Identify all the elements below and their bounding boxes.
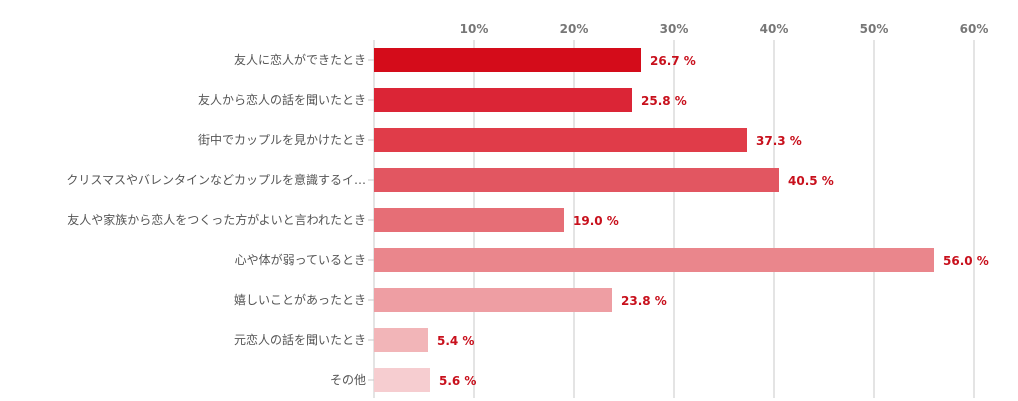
- x-tick-label: 40%: [760, 22, 789, 36]
- bar: [374, 88, 632, 112]
- bar: [374, 248, 934, 272]
- category-label: 友人に恋人ができたとき: [234, 52, 366, 67]
- x-tick-label: 30%: [660, 22, 689, 36]
- data-label: 25.8 %: [641, 94, 687, 108]
- category-label: その他: [330, 373, 366, 387]
- category-label: 友人や家族から恋人をつくった方がよいと言われたとき: [67, 212, 366, 227]
- data-label: 26.7 %: [650, 54, 696, 68]
- data-label: 5.4 %: [437, 334, 474, 348]
- data-label: 5.6 %: [439, 374, 476, 388]
- bar: [374, 48, 641, 72]
- category-label: 元恋人の話を聞いたとき: [234, 332, 366, 347]
- bar: [374, 328, 428, 352]
- x-tick-label: 50%: [860, 22, 889, 36]
- category-label: 街中でカップルを見かけたとき: [198, 132, 366, 147]
- category-label: 心や体が弱っているとき: [235, 252, 366, 267]
- x-tick-label: 60%: [960, 22, 989, 36]
- bar: [374, 128, 747, 152]
- data-label: 19.0 %: [573, 214, 619, 228]
- data-label: 56.0 %: [943, 254, 989, 268]
- bar: [374, 208, 564, 232]
- category-label: クリスマスやバレンタインなどカップルを意識するイ…: [66, 172, 366, 187]
- data-label: 23.8 %: [621, 294, 667, 308]
- bar: [374, 168, 779, 192]
- data-label: 40.5 %: [788, 174, 834, 188]
- category-label: 嬉しいことがあったとき: [234, 292, 366, 307]
- category-label: 友人から恋人の話を聞いたとき: [198, 92, 366, 107]
- data-label: 37.3 %: [756, 134, 802, 148]
- bar: [374, 368, 430, 392]
- x-tick-label: 10%: [460, 22, 489, 36]
- x-tick-label: 20%: [560, 22, 589, 36]
- bar: [374, 288, 612, 312]
